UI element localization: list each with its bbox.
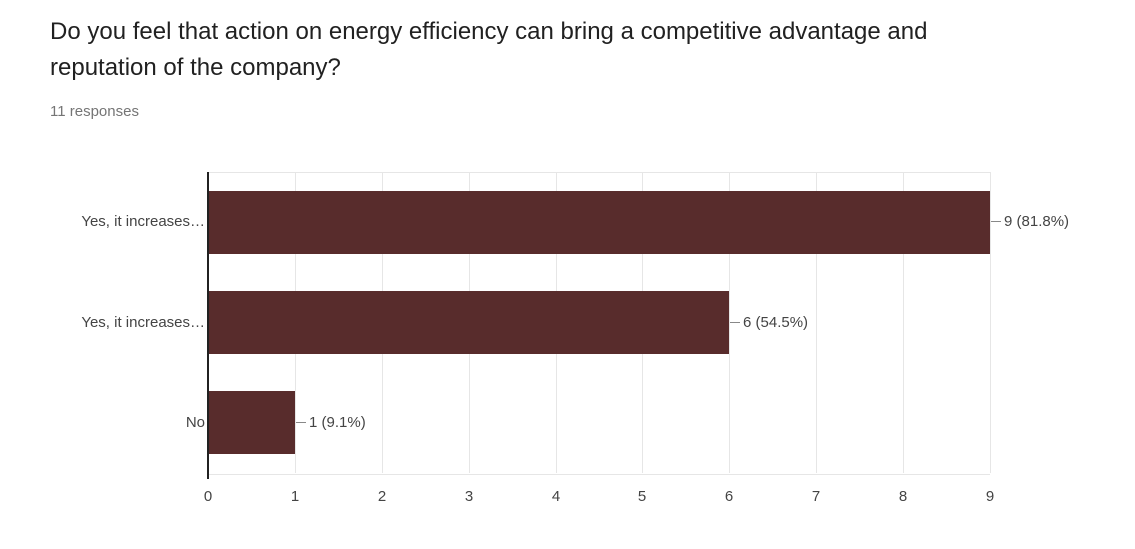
bar[interactable] (209, 291, 729, 354)
annotation-stem (991, 221, 1001, 222)
category-label: No (185, 414, 205, 431)
bar[interactable] (209, 391, 295, 454)
gridline (903, 172, 904, 473)
gridline (990, 172, 991, 473)
gridline (816, 172, 817, 473)
x-tick-label: 4 (551, 488, 561, 505)
x-tick-label: 0 (203, 488, 213, 505)
value-label: 9 (81.8%) (1004, 213, 1070, 230)
x-tick-label: 7 (811, 488, 821, 505)
value-label: 1 (9.1%) (309, 414, 366, 431)
x-tick-label: 8 (898, 488, 908, 505)
x-tick-label: 3 (464, 488, 474, 505)
category-label: Yes, it increases… (81, 314, 205, 331)
x-tick-label: 5 (637, 488, 647, 505)
x-tick-label: 6 (724, 488, 734, 505)
x-tick-label: 9 (985, 488, 995, 505)
question-title: Do you feel that action on energy effici… (50, 18, 928, 81)
gridline (729, 172, 730, 473)
bar[interactable] (209, 191, 990, 254)
x-tick-label: 1 (290, 488, 300, 505)
annotation-stem (296, 422, 306, 423)
y-axis-line (207, 172, 209, 479)
annotation-stem (730, 322, 740, 323)
category-label: Yes, it increases… (81, 213, 205, 230)
chart-plot-area (208, 172, 990, 475)
x-tick-label: 2 (377, 488, 387, 505)
responses-count: 11 responses (50, 103, 139, 120)
value-label: 6 (54.5%) (743, 314, 809, 331)
